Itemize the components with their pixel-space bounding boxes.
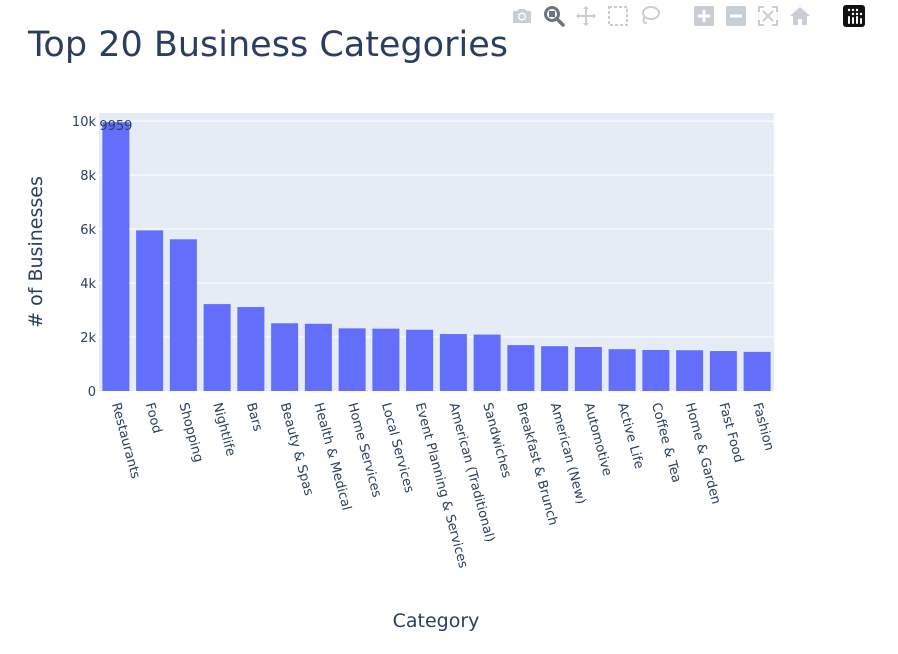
bar[interactable]	[136, 230, 164, 391]
box-select-icon[interactable]	[604, 2, 632, 30]
pan-icon[interactable]	[572, 2, 600, 30]
y-axis-ticks: 0 2k 4k 6k 8k 10k	[72, 115, 97, 400]
autoscale-icon[interactable]	[754, 2, 782, 30]
x-tick-label: Automotive	[581, 401, 615, 478]
x-tick-label: Beauty & Spas	[277, 401, 316, 497]
x-tick-label: Nightlife	[209, 401, 238, 458]
y-tick-label: 4k	[80, 277, 96, 292]
bar[interactable]	[709, 351, 737, 391]
x-tick-label: Coffee & Tea	[648, 401, 684, 484]
y-tick-label: 2k	[80, 331, 96, 346]
bar[interactable]	[338, 328, 366, 391]
bar[interactable]	[406, 329, 434, 391]
bar-labels: 9959	[99, 119, 132, 134]
bar[interactable]	[473, 334, 501, 391]
x-tick-label: Health & Medical	[311, 401, 354, 512]
x-axis-ticks: Restaurants Food Shopping Nightlife Bars Beau…	[108, 401, 776, 570]
bar[interactable]	[507, 345, 535, 391]
bar[interactable]	[439, 334, 467, 391]
x-tick-label: American (New)	[547, 401, 589, 506]
bar[interactable]	[102, 122, 130, 392]
bars	[102, 122, 771, 392]
y-tick-label: 6k	[80, 223, 96, 238]
y-tick-label: 10k	[72, 115, 97, 130]
zoom-icon[interactable]	[540, 2, 568, 30]
reset-axes-icon[interactable]	[786, 2, 814, 30]
x-tick-label: Home & Garden	[682, 401, 724, 506]
x-tick-label: Fashion	[749, 401, 776, 452]
plotly-logo-icon[interactable]	[840, 2, 868, 30]
zoom-in-icon[interactable]	[690, 2, 718, 30]
plot-area	[99, 113, 774, 391]
bar-value-label: 9959	[99, 119, 132, 134]
bar[interactable]	[541, 346, 569, 391]
y-tick-label: 0	[88, 385, 96, 400]
lasso-select-icon[interactable]	[636, 2, 664, 30]
y-tick-label: 8k	[80, 169, 96, 184]
x-tick-label: Fast Food	[716, 401, 746, 464]
x-axis-label: Category	[393, 610, 480, 632]
x-tick-label: Local Services	[378, 401, 417, 495]
camera-icon[interactable]	[508, 2, 536, 30]
x-tick-label: Bars	[243, 401, 265, 433]
bar[interactable]	[169, 239, 197, 391]
bar[interactable]	[642, 349, 670, 391]
x-tick-label: Restaurants	[108, 401, 143, 480]
x-tick-label: Shopping	[176, 401, 206, 464]
bar[interactable]	[574, 347, 602, 391]
bar[interactable]	[372, 328, 400, 391]
modebar	[508, 2, 872, 30]
x-tick-label: Sandwiches	[479, 401, 514, 480]
bar[interactable]	[304, 323, 332, 391]
bar[interactable]	[608, 349, 636, 391]
bar[interactable]	[271, 323, 299, 391]
chart-title: Top 20 Business Categories	[27, 25, 508, 65]
x-tick-label: Food	[142, 401, 165, 435]
bar[interactable]	[676, 350, 704, 391]
x-tick-label: Home Services	[344, 401, 384, 499]
zoom-out-icon[interactable]	[722, 2, 750, 30]
bar[interactable]	[743, 351, 771, 391]
x-tick-label: Active Life	[614, 401, 646, 470]
bar[interactable]	[203, 304, 231, 391]
bar[interactable]	[237, 307, 265, 391]
y-axis-label: # of Businesses	[25, 176, 47, 328]
